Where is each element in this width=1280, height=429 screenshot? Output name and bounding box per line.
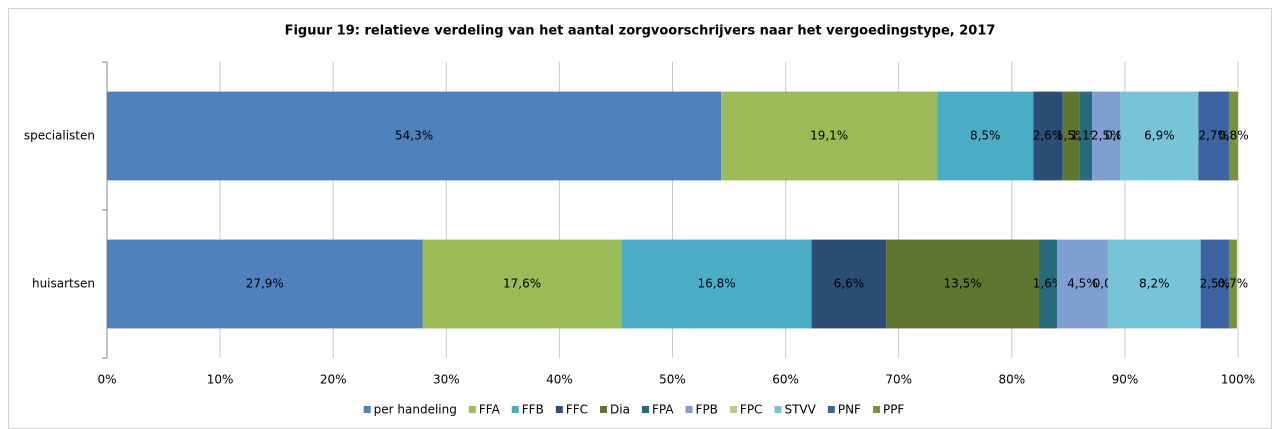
legend-swatch bbox=[685, 406, 693, 413]
legend-label: Dia bbox=[610, 403, 630, 417]
data-label: 2,5% bbox=[1091, 129, 1122, 143]
legend-label: PNF bbox=[838, 403, 861, 417]
bar-segment bbox=[937, 91, 1034, 181]
data-label: 27,9% bbox=[246, 277, 284, 291]
data-label: 16,8% bbox=[698, 277, 736, 291]
data-label: 4,5% bbox=[1067, 277, 1098, 291]
x-tick-label: 30% bbox=[433, 373, 460, 387]
x-tick-label: 60% bbox=[772, 373, 799, 387]
bar-segment bbox=[621, 239, 812, 329]
data-label: 19,1% bbox=[810, 129, 848, 143]
x-tick-label: 40% bbox=[546, 373, 573, 387]
bar-segment bbox=[811, 239, 887, 329]
x-tick-label: 100% bbox=[1221, 373, 1255, 387]
bar-segment bbox=[1228, 91, 1238, 181]
legend-swatch bbox=[555, 406, 563, 413]
data-label: 13,5% bbox=[944, 277, 982, 291]
x-tick-label: 0% bbox=[97, 373, 116, 387]
data-label: 8,2% bbox=[1139, 277, 1170, 291]
bar-segment bbox=[1120, 91, 1199, 181]
bar-segment bbox=[886, 239, 1039, 329]
data-label: 1,5% bbox=[1056, 129, 1087, 143]
legend-label: STVV bbox=[784, 403, 816, 417]
x-tick-label: 10% bbox=[207, 373, 234, 387]
x-tick-label: 90% bbox=[1112, 373, 1139, 387]
bar-segment bbox=[1033, 91, 1063, 181]
data-label: 2,5% bbox=[1200, 277, 1231, 291]
legend-label: FPB bbox=[696, 403, 718, 417]
x-tick-label: 20% bbox=[320, 373, 347, 387]
data-label: 1,6% bbox=[1033, 277, 1064, 291]
legend-label: FPC bbox=[740, 403, 763, 417]
legend-label: FFB bbox=[522, 403, 544, 417]
legend-swatch bbox=[600, 406, 608, 413]
legend-swatch bbox=[363, 406, 371, 413]
legend-label: FFA bbox=[479, 403, 501, 417]
chart-frame bbox=[8, 8, 1272, 429]
chart-title: Figuur 19: relatieve verdeling van het a… bbox=[285, 24, 996, 39]
bar-segment bbox=[721, 91, 938, 181]
bar-segment bbox=[1079, 91, 1093, 181]
legend-swatch bbox=[872, 406, 880, 413]
bar-segment bbox=[1092, 91, 1121, 181]
legend-swatch bbox=[729, 406, 737, 413]
data-label: 0,8% bbox=[1218, 129, 1249, 143]
y-tick-label: huisartsen bbox=[32, 277, 95, 291]
legend-swatch bbox=[641, 406, 649, 413]
bar-segment bbox=[1107, 239, 1201, 329]
bar-segment bbox=[1057, 239, 1108, 329]
legend-swatch bbox=[511, 406, 519, 413]
x-tick-label: 50% bbox=[659, 373, 686, 387]
bar-segment bbox=[107, 239, 423, 329]
bar-segment bbox=[1228, 239, 1237, 329]
data-label: 2,7% bbox=[1198, 129, 1229, 143]
legend-label: PPF bbox=[883, 403, 904, 417]
bar-segment bbox=[422, 239, 622, 329]
legend-label: FPA bbox=[652, 403, 674, 417]
legend-swatch bbox=[827, 406, 835, 413]
data-label: 6,9% bbox=[1144, 129, 1175, 143]
data-label: 6,6% bbox=[834, 277, 865, 291]
bar-segment bbox=[1200, 239, 1229, 329]
bar-segment bbox=[1062, 91, 1080, 181]
x-tick-label: 80% bbox=[998, 373, 1025, 387]
bar-segment bbox=[1198, 91, 1229, 181]
x-tick-label: 70% bbox=[885, 373, 912, 387]
legend-swatch bbox=[774, 406, 782, 413]
legend-swatch bbox=[468, 406, 476, 413]
data-label: 0,7% bbox=[1218, 277, 1249, 291]
bar-segment bbox=[1038, 239, 1058, 329]
y-tick-label: specialisten bbox=[24, 129, 95, 143]
legend-label: FFC bbox=[566, 403, 588, 417]
data-label: 54,3% bbox=[395, 129, 433, 143]
data-label: 2,6% bbox=[1033, 129, 1064, 143]
legend-label: per handeling bbox=[374, 403, 457, 417]
bar-segment bbox=[107, 91, 722, 181]
data-label: 17,6% bbox=[503, 277, 541, 291]
data-label: 8,5% bbox=[970, 129, 1001, 143]
